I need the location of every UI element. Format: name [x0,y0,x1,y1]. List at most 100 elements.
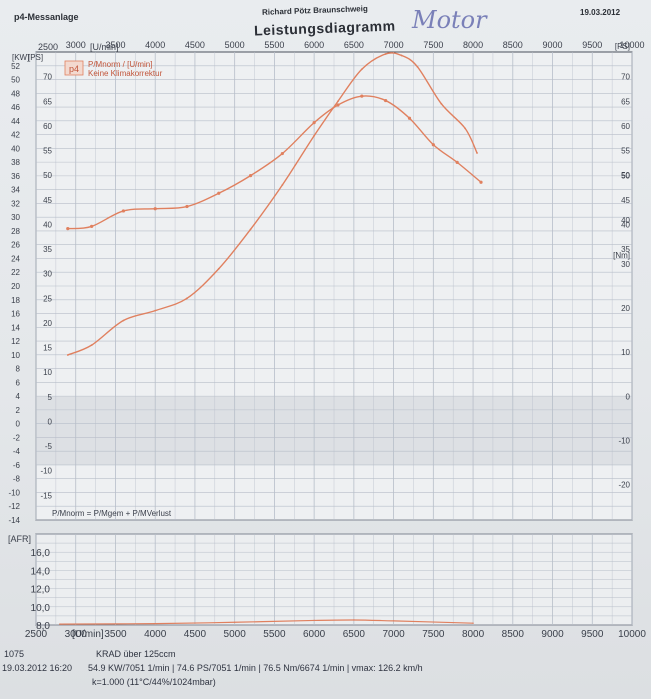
footer-correction: k=1.000 (11°C/44%/1024mbar) [92,677,216,687]
kw-tick-label: 28 [11,227,20,236]
legend-line-1: P/Mnorm / [U/min] [88,60,152,69]
x-tick-label-top: 7500 [423,40,443,50]
power-point [249,228,252,231]
kw-tick-label: 4 [16,392,21,401]
power-point [186,297,188,300]
ps-right-tick-label: 40 [621,220,630,229]
kw-tick-label: 44 [11,117,20,126]
afr-point [154,622,156,625]
ps-left-tick-label: 65 [43,97,52,106]
torque-point [248,174,253,178]
torque-point [153,207,157,211]
torque-point [431,143,435,147]
nm-tick-label: -10 [618,437,630,446]
kw-tick-label: 46 [11,103,20,112]
afr-point [233,621,236,623]
afr-tick-label: 16,0 [31,548,51,559]
power-point [337,100,339,103]
ps-left-tick-label: -15 [40,491,52,500]
torque-point [280,151,284,156]
torque-point [90,224,94,228]
nm-tick-label: -20 [618,481,630,490]
power-point [476,152,478,154]
kw-tick-label: 20 [11,282,20,291]
afr-x-tick-label: 8500 [502,629,525,640]
ps-left-tick-label: 55 [43,147,52,156]
nm-tick-label: 0 [626,392,631,401]
torque-curve [67,95,482,230]
x-tick-label-top: 8000 [463,40,483,50]
ps-left-tick-label: 0 [48,417,53,426]
ps-left-unit: [PS] [28,53,43,62]
afr-tick-label: 10,0 [31,603,51,614]
kw-tick-label: 10 [11,351,20,360]
kw-tick-label: 2 [16,406,21,415]
footer-vehicle: KRAD über 125ccm [96,649,176,659]
afr-x-tick-label: 4500 [184,629,207,640]
x-tick-label-top: 3500 [105,40,125,50]
legend-line-2: Keine Klimakorrektur [88,69,163,78]
afr-point [392,620,395,622]
x-tick-label-top: 8500 [503,40,523,50]
afr-x-tick-label: 3000 [65,629,88,640]
torque-point [217,191,221,195]
kw-tick-label: 40 [11,144,20,153]
kw-tick-label: 38 [11,158,20,167]
ps-left-tick-label: 40 [43,220,52,229]
ps-left-tick-label: 60 [43,122,52,131]
torque-point [360,94,364,98]
afr-point [59,623,61,625]
torque-point [336,103,340,107]
power-point [66,354,69,356]
nm-tick-label: 50 [621,172,630,181]
ps-right-tick-label: 60 [621,122,630,131]
kw-tick-label: 32 [11,199,20,208]
legend: p4 P/Mnorm / [U/min]Keine Klimakorrektur [64,60,163,78]
x-tick-label-top: 6000 [304,40,324,50]
curves [59,52,483,625]
power-point [90,344,93,347]
afr-grid [35,533,633,626]
main-grid [35,51,633,521]
ps-right-tick-label: 45 [621,196,630,205]
footer-number: 1075 [4,649,25,659]
kw-tick-label: -12 [8,502,20,511]
legend-badge-box [64,60,84,76]
afr-unit: [AFR] [8,534,31,544]
afr-x-tick-label: 9500 [581,629,604,640]
torque-point [312,121,316,125]
kw-tick-label: -2 [13,433,21,442]
kw-tick-label: 48 [11,89,20,98]
power-point [464,127,467,130]
torque-point [66,227,70,231]
kw-tick-label: 42 [11,131,20,140]
nm-unit: [Nm] [613,251,630,260]
legend-badge: p4 [69,64,79,74]
x-tick-label-top: 9000 [543,40,563,50]
nm-tick-label: 40 [621,216,630,225]
kw-tick-label: 8 [16,365,21,374]
kw-tick-label: 14 [11,323,20,332]
formula-label: P/Mnorm = P/Mgem + P/MVerlust [52,509,172,518]
afr-tick-label: 14,0 [31,566,51,577]
kw-tick-label: -14 [8,516,20,525]
kw-tick-label: 0 [16,420,21,429]
afr-x-tick-label: 6500 [343,629,366,640]
power-point [384,53,387,55]
ps-left-tick-label: 50 [43,171,52,180]
kw-tick-label: -8 [13,475,21,484]
ps-left-tick-label: 10 [43,368,52,377]
x-tick-label-top: 2500 [38,42,58,52]
afr-x-tick-label: 3500 [104,629,127,640]
torque-point [121,209,126,213]
ps-left-tick-label: 45 [43,196,52,205]
afr-point [353,619,355,621]
x-tick-label-top: 9500 [582,40,602,50]
kw-tick-label: 30 [11,213,20,222]
kw-tick-label: 16 [11,310,20,319]
main-tick-labels: 3000 3500 4000 4500 5000 5500 6000 6500 7000 7500… [8,40,644,525]
afr-tick-labels: [AFR] 8,0 10,0 12,0 14,0 16,0 2500 3000 3500 4000… [8,534,646,640]
x-tick-label-top: 7000 [384,40,404,50]
